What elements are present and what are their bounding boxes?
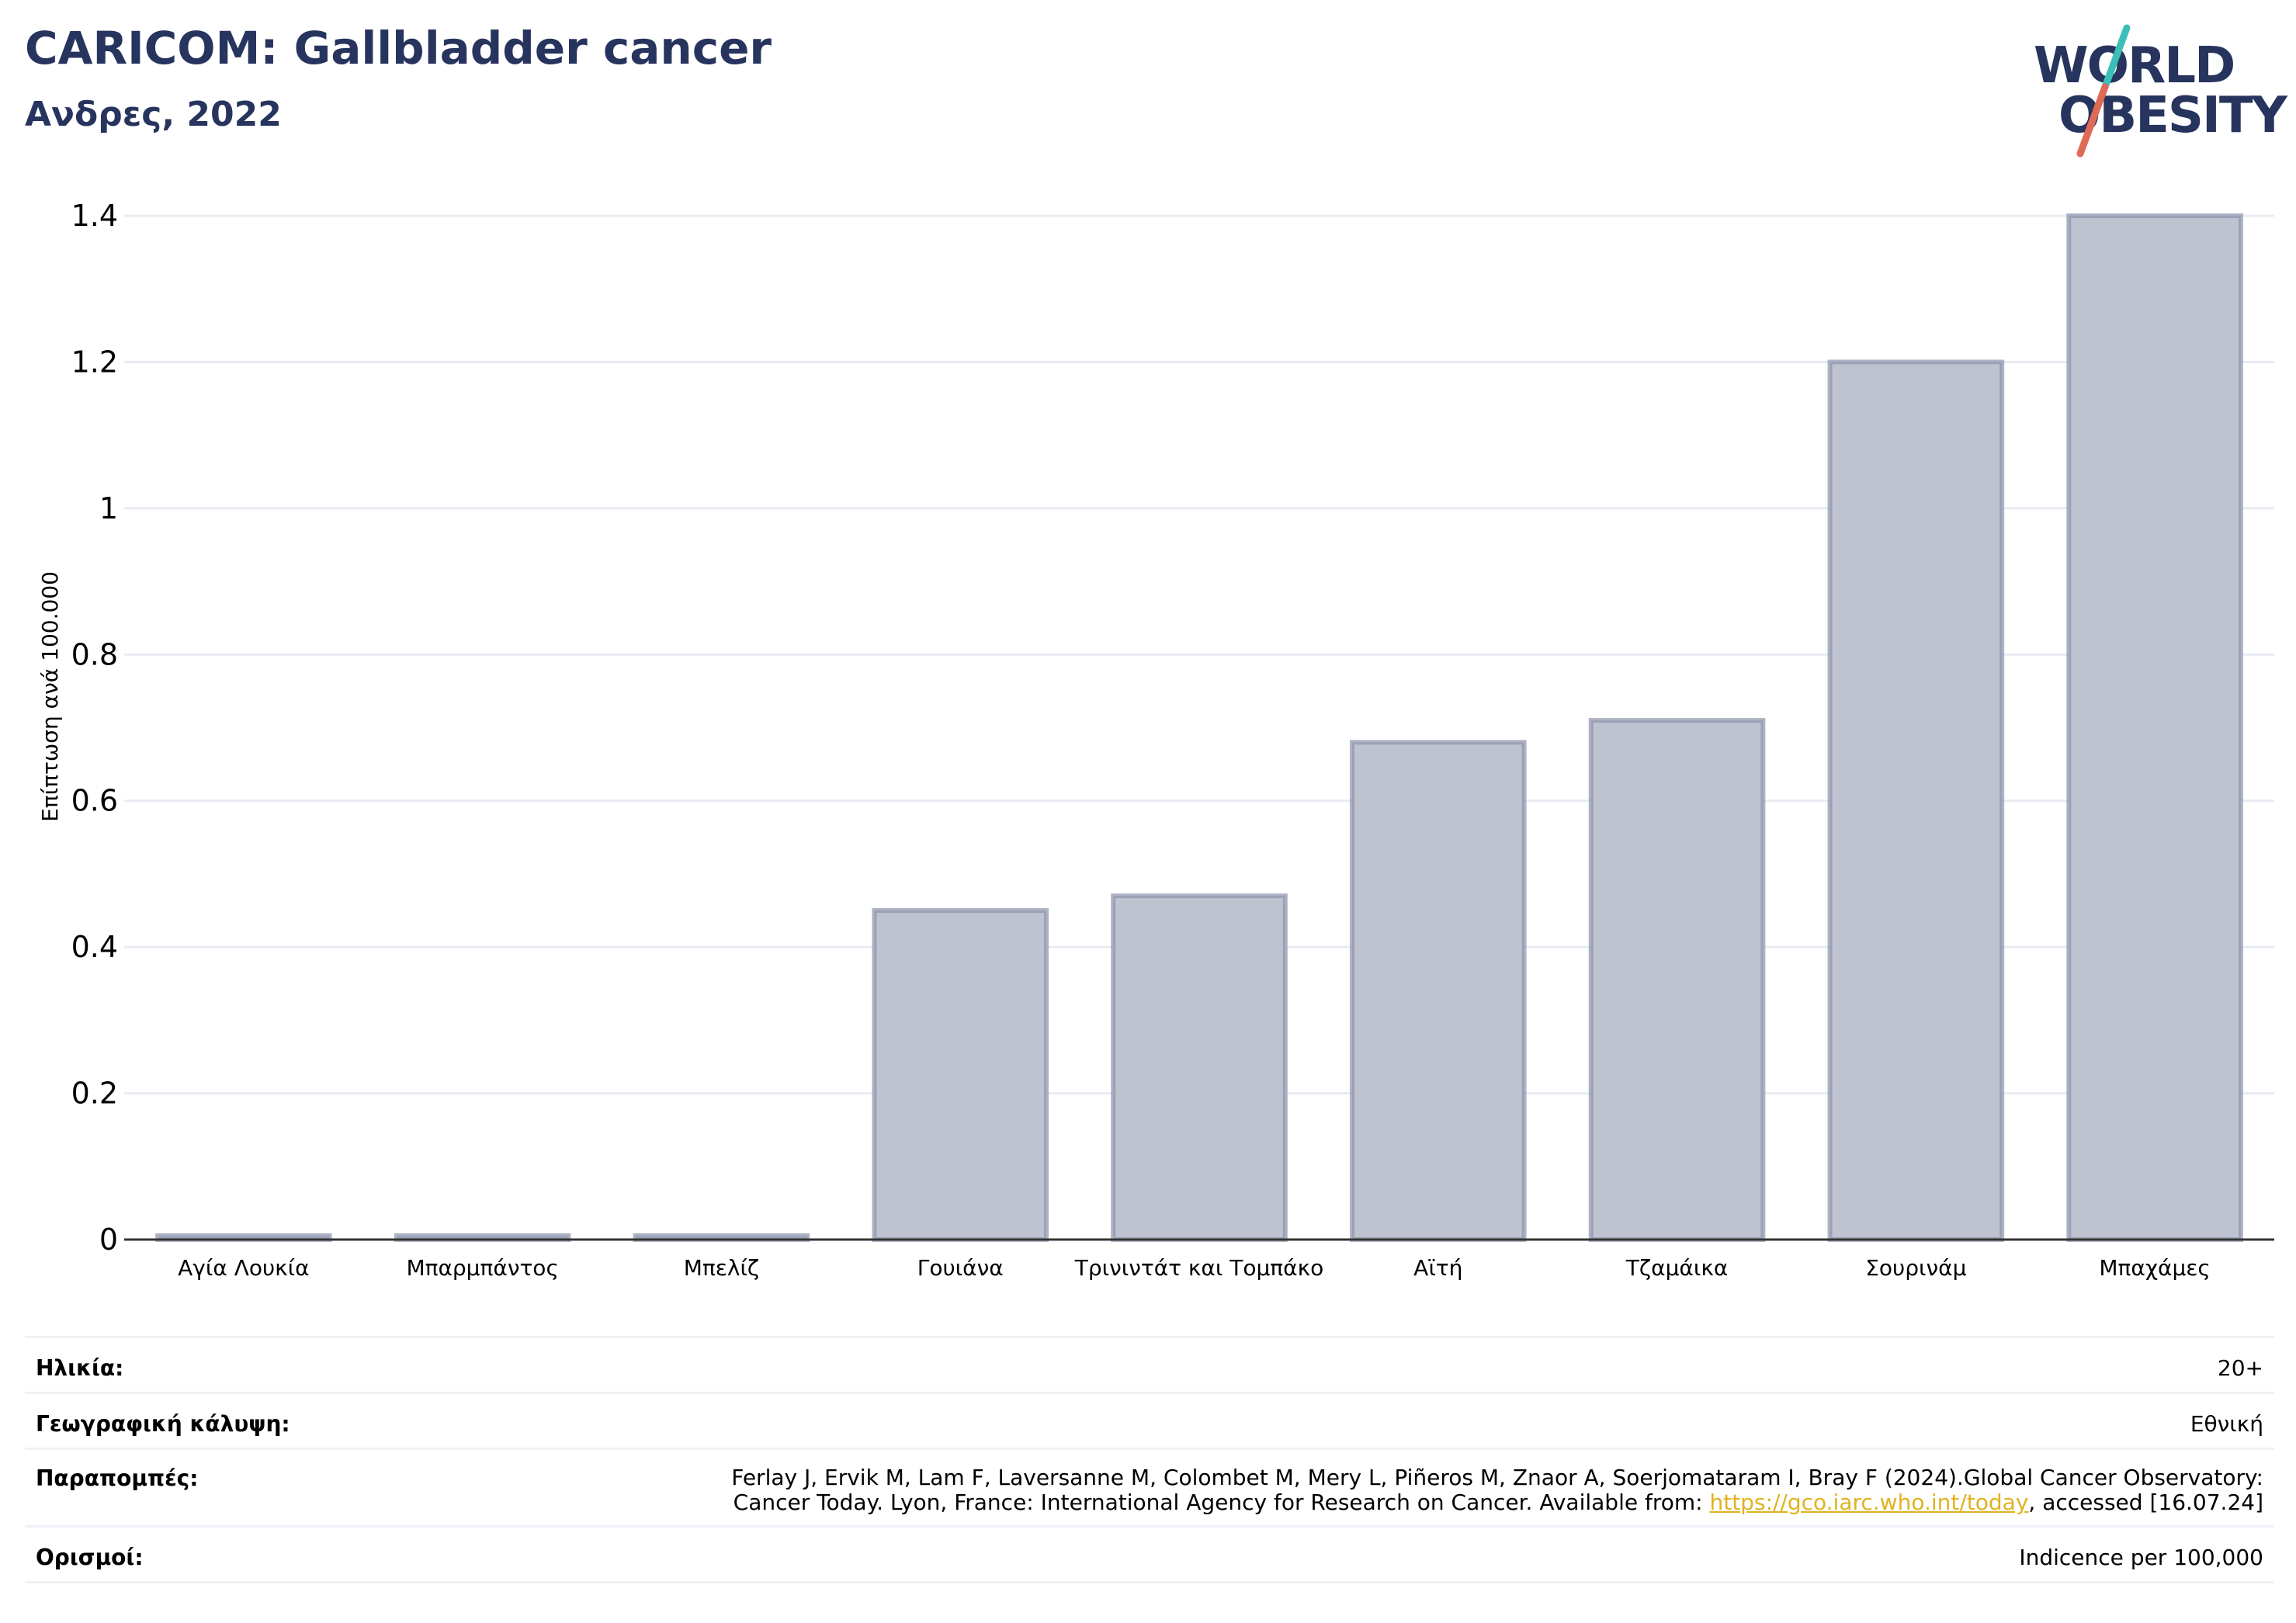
y-tick-label: 0.8 bbox=[71, 637, 118, 671]
x-tick-label: Τζαμάικα bbox=[1625, 1255, 1729, 1281]
y-tick-label: 0.6 bbox=[71, 784, 118, 818]
y-tick-label: 0.2 bbox=[71, 1077, 118, 1111]
x-tick-label: Γουιάνα bbox=[917, 1255, 1004, 1281]
age-label: Ηλικία: bbox=[36, 1355, 124, 1381]
references-label: Παραπομπές: bbox=[36, 1465, 199, 1491]
y-tick-label: 0 bbox=[99, 1222, 118, 1257]
x-tick-label: Τρινιντάτ και Τομπάκο bbox=[1074, 1255, 1324, 1281]
x-tick-label: Αγία Λουκία bbox=[178, 1255, 309, 1281]
world-obesity-logo: WORLD OBESITY bbox=[2026, 22, 2287, 161]
age-value: 20+ bbox=[2217, 1355, 2263, 1381]
y-tick-label: 1.4 bbox=[71, 199, 118, 233]
meta-row-references: Παραπομπές: Ferlay J, Ervik M, Lam F, La… bbox=[25, 1448, 2274, 1528]
bar-6 bbox=[1349, 740, 1527, 1242]
bar-7 bbox=[1588, 718, 1766, 1242]
logo-line-1: WORLD bbox=[2034, 37, 2235, 95]
definitions-label: Ορισμοί: bbox=[36, 1545, 144, 1570]
x-tick-labels: Αγία Λουκία Μπαρμπάντος Μπελίζ Γουιάνα Τρινι… bbox=[178, 1255, 2211, 1281]
references-line-1: Ferlay J, Ervik M, Lam F, Laversanne M, … bbox=[731, 1465, 2263, 1490]
bar-chart: 0 0.2 0.4 0.6 0.8 1 1.2 1.4 Αγία Λουκία Μπαρμπάν… bbox=[37, 199, 2274, 1281]
references-line-2-text: Cancer Today. Lyon, France: Internationa… bbox=[733, 1489, 1710, 1515]
coverage-value: Εθνική bbox=[2190, 1411, 2263, 1437]
bar-9 bbox=[2066, 213, 2243, 1242]
coverage-label: Γεωγραφική κάλυψη: bbox=[36, 1411, 290, 1437]
bar-8 bbox=[1827, 359, 2005, 1242]
y-tick-labels: 0 0.2 0.4 0.6 0.8 1 1.2 1.4 bbox=[71, 199, 118, 1257]
logo-slash-icon bbox=[2076, 24, 2131, 158]
bar-4 bbox=[872, 908, 1049, 1243]
definitions-value: Indicence per 100,000 bbox=[2019, 1545, 2263, 1570]
x-tick-label: Αϊτή bbox=[1413, 1255, 1462, 1281]
x-tick-label: Μπαρμπάντος bbox=[406, 1255, 558, 1281]
y-axis-label: Επίπτωση ανά 100.000 bbox=[37, 571, 63, 822]
meta-bottom-divider bbox=[25, 1581, 2274, 1583]
y-tick-label: 1 bbox=[99, 491, 118, 525]
y-tick-label: 0.4 bbox=[71, 930, 118, 964]
x-tick-label: Μπαχάμες bbox=[2099, 1255, 2211, 1281]
meta-row-coverage: Γεωγραφική κάλυψη: Εθνική bbox=[25, 1392, 2274, 1450]
meta-row-definitions: Ορισμοί: Indicence per 100,000 bbox=[25, 1525, 2274, 1583]
chart-subtitle: Ανδρες, 2022 bbox=[25, 95, 282, 134]
references-link[interactable]: https://gco.iarc.who.int/today bbox=[1709, 1489, 2029, 1515]
references-line-2: Cancer Today. Lyon, France: Internationa… bbox=[731, 1490, 2263, 1515]
references-accessed: , accessed [16.07.24] bbox=[2028, 1489, 2263, 1515]
meta-row-age: Ηλικία: 20+ bbox=[25, 1336, 2274, 1394]
references-value: Ferlay J, Ervik M, Lam F, Laversanne M, … bbox=[731, 1465, 2263, 1515]
chart-title: CARICOM: Gallbladder cancer bbox=[25, 22, 772, 75]
bar-5 bbox=[1111, 893, 1288, 1242]
y-tick-label: 1.2 bbox=[71, 345, 118, 379]
x-tick-label: Σουρινάμ bbox=[1865, 1255, 1966, 1281]
bars bbox=[155, 213, 2243, 1243]
x-tick-label: Μπελίζ bbox=[684, 1255, 759, 1281]
